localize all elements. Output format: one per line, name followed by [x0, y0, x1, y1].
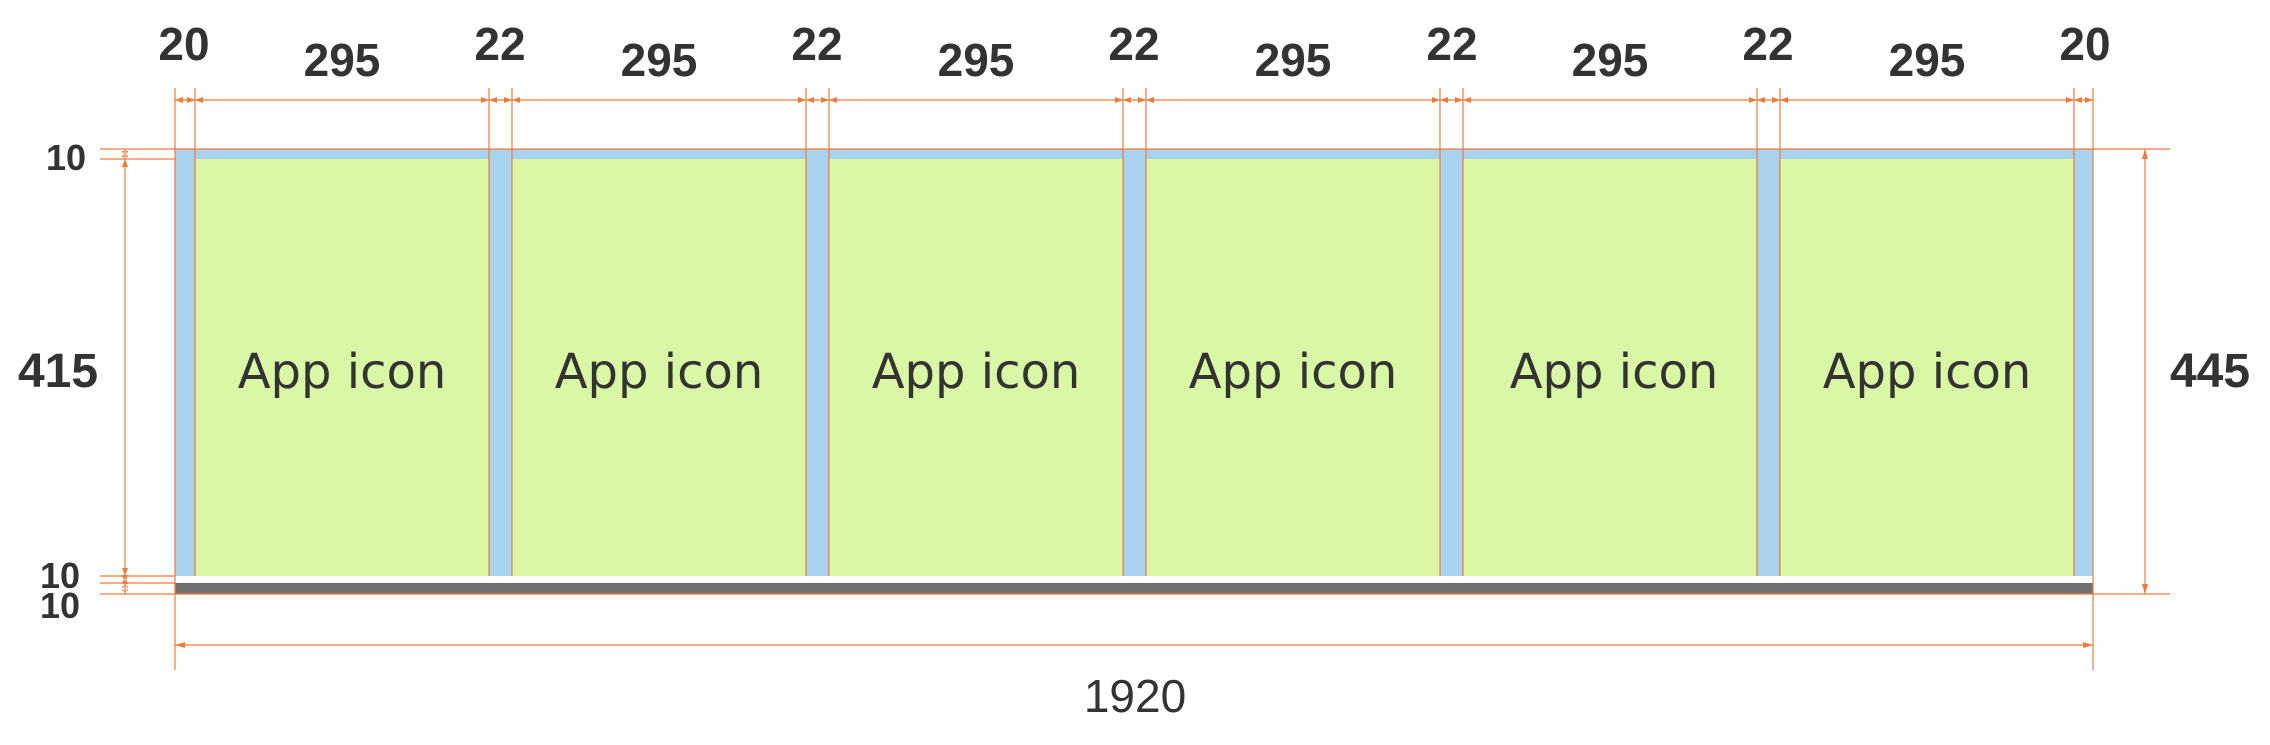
cell-labels: App icon App icon App icon App icon App …: [238, 344, 2032, 400]
dim-gutter: 22: [791, 18, 842, 70]
outer-frame: [175, 149, 2093, 576]
cell-label: App icon: [555, 344, 764, 400]
dim-gutter: 22: [1108, 18, 1159, 70]
dim-total-height: 445: [2170, 345, 2250, 398]
app-icon-cell: [829, 159, 1123, 576]
dim-bottom-padding: 10: [40, 555, 80, 596]
dim-gutter: 22: [1426, 18, 1477, 70]
top-dimension-line: [175, 97, 2093, 103]
cell-label: App icon: [1823, 344, 2032, 400]
app-icon-cell: [195, 159, 489, 576]
right-dimension-line: [2142, 149, 2148, 594]
cell-label: App icon: [1189, 344, 1398, 400]
dim-outer-right: 20: [2059, 18, 2110, 70]
dim-cell-width: 295: [1572, 34, 1649, 86]
dim-cell-width: 295: [938, 34, 1015, 86]
cell-label: App icon: [238, 344, 447, 400]
dim-bar: 10: [40, 585, 80, 626]
dim-cell-width: 295: [1889, 34, 1966, 86]
dim-outer-left: 20: [158, 18, 209, 70]
bottom-bar: [175, 583, 2093, 594]
dim-gutter: 22: [1742, 18, 1793, 70]
cells: [195, 159, 2074, 576]
dim-cell-width: 295: [621, 34, 698, 86]
top-dimension-labels: 20 295 22 295 22 295 22 295 22 295 22 29…: [158, 18, 2110, 86]
app-icon-cell: [1146, 159, 1440, 576]
vertical-guides: [174, 88, 2094, 670]
app-icon-cell: [1463, 159, 1757, 576]
horizontal-guides: [100, 148, 2170, 595]
dim-total-width: 1920: [1084, 670, 1186, 722]
dim-cell-width: 295: [1255, 34, 1332, 86]
dim-cell-width: 295: [304, 34, 381, 86]
dim-gutter: 22: [474, 18, 525, 70]
app-icon-cell: [512, 159, 806, 576]
dim-top-padding: 10: [46, 137, 86, 178]
dim-cell-height: 415: [18, 345, 98, 398]
cell-label: App icon: [872, 344, 1081, 400]
cell-label: App icon: [1510, 344, 1719, 400]
bottom-dimension-line: [175, 642, 2093, 648]
left-dimension-line: [122, 149, 128, 594]
app-icon-cell: [1780, 159, 2074, 576]
left-dimension-labels: 10 415 10 10: [18, 137, 98, 626]
